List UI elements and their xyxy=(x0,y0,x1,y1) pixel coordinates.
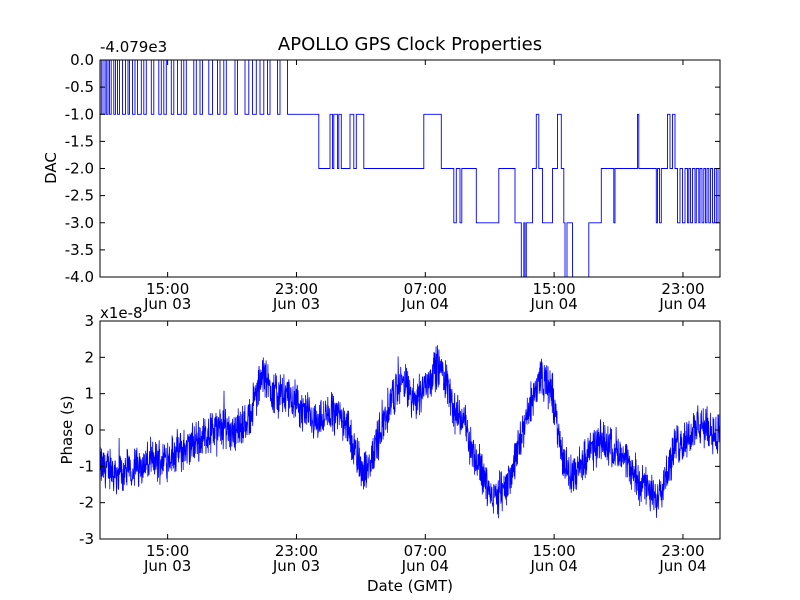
x-tick-time-label: 07:00 xyxy=(404,280,447,298)
dac-offset-label: -4.079e3 xyxy=(100,38,167,56)
y-tick-label: -1 xyxy=(79,457,94,475)
x-tick-date-label: Jun 04 xyxy=(658,557,706,575)
y-tick-label: -2 xyxy=(79,494,94,512)
x-tick-date-label: Jun 03 xyxy=(272,557,320,575)
phase-offset-label: x1e-8 xyxy=(100,304,143,322)
phase-x-axis-label: Date (GMT) xyxy=(367,577,453,595)
y-tick-label: 0 xyxy=(84,421,94,439)
x-tick-date-label: Jun 04 xyxy=(658,295,706,313)
dac-y-axis-label: DAC xyxy=(42,152,60,184)
x-tick-time-label: 15:00 xyxy=(146,280,189,298)
y-tick-label: -1.5 xyxy=(65,132,94,150)
dac-series-line xyxy=(100,59,720,278)
y-tick-label: -1.0 xyxy=(65,105,94,123)
x-tick-date-label: Jun 03 xyxy=(272,295,320,313)
x-tick-date-label: Jun 03 xyxy=(143,557,191,575)
y-tick-label: 1 xyxy=(84,385,94,403)
y-tick-label: 3 xyxy=(84,312,94,330)
y-tick-label: -2.0 xyxy=(65,160,94,178)
y-tick-label: 0.0 xyxy=(70,51,94,69)
y-tick-label: -4.0 xyxy=(65,268,94,286)
x-tick-time-label: 23:00 xyxy=(661,280,704,298)
y-tick-label: -0.5 xyxy=(65,78,94,96)
x-tick-time-label: 23:00 xyxy=(275,280,318,298)
x-tick-time-label: 15:00 xyxy=(146,542,189,560)
x-tick-time-label: 23:00 xyxy=(275,542,318,560)
x-tick-date-label: Jun 04 xyxy=(401,557,449,575)
x-tick-time-label: 15:00 xyxy=(533,542,576,560)
dac-panel: 0.0 -0.5 -1.0 -1.5 -2.0 -2.5 -3.0 -3.5 -4.0 15:0… xyxy=(42,38,721,313)
y-tick-label: 2 xyxy=(84,348,94,366)
chart-title: APOLLO GPS Clock Properties xyxy=(278,34,542,55)
x-tick-date-label: Jun 04 xyxy=(529,295,577,313)
x-tick-time-label: 23:00 xyxy=(661,542,704,560)
x-tick-date-label: Jun 04 xyxy=(529,557,577,575)
x-tick-date-label: Jun 03 xyxy=(143,295,191,313)
y-tick-label: -2.5 xyxy=(65,187,94,205)
x-tick-time-label: 07:00 xyxy=(404,542,447,560)
x-tick-date-label: Jun 04 xyxy=(401,295,449,313)
y-tick-label: -3.5 xyxy=(65,241,94,259)
phase-y-axis-label: Phase (s) xyxy=(58,395,76,464)
y-tick-label: -3 xyxy=(79,530,94,548)
x-tick-time-label: 15:00 xyxy=(533,280,576,298)
phase-axes-frame xyxy=(99,320,721,540)
phase-series-line xyxy=(99,345,721,519)
y-tick-label: -3.0 xyxy=(65,214,94,232)
